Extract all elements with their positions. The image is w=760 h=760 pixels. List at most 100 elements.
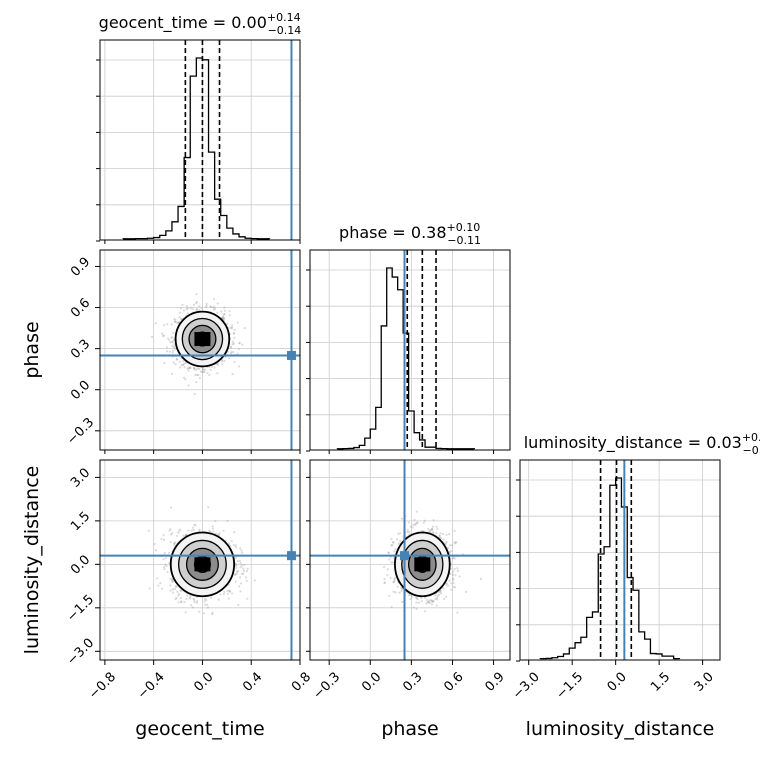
x-tick-label: 0.9 — [483, 670, 508, 695]
sample-point — [234, 546, 238, 549]
sample-point — [180, 600, 183, 603]
sample-point — [435, 525, 438, 528]
sample-point — [397, 532, 400, 535]
title-minus: −0.11 — [447, 234, 481, 247]
sample-point — [411, 526, 414, 529]
sample-point — [428, 529, 431, 532]
sample-point — [180, 318, 183, 321]
sample-point — [185, 597, 188, 600]
sample-point — [231, 340, 234, 343]
title-param: phase — [339, 223, 387, 242]
sample-point — [211, 525, 214, 528]
sample-point — [236, 352, 239, 355]
sample-point — [420, 596, 423, 600]
sample-point — [178, 529, 181, 533]
y-tick-label: 0.3 — [68, 337, 93, 362]
sample-point — [237, 365, 241, 368]
sample-point — [243, 327, 246, 330]
sample-point — [230, 327, 233, 330]
sample-point — [383, 578, 386, 581]
sample-point — [434, 594, 437, 597]
sample-point — [192, 528, 196, 532]
sample-point — [163, 361, 166, 365]
contour-line — [169, 531, 236, 598]
sample-point — [195, 308, 198, 312]
sample-point — [174, 541, 177, 544]
sample-point — [201, 368, 204, 371]
sample-point — [430, 527, 434, 531]
sample-point — [245, 579, 248, 582]
sample-point — [239, 566, 242, 569]
sample-point — [400, 587, 403, 590]
sample-point — [180, 317, 183, 321]
sample-point — [422, 521, 425, 524]
sample-point — [447, 584, 450, 587]
sample-point — [232, 543, 235, 547]
truth-marker — [400, 551, 410, 561]
sample-point — [232, 342, 236, 345]
title-median: 0.38 — [411, 223, 447, 242]
density-plot-area — [100, 460, 300, 660]
title-median: 0.03 — [706, 433, 742, 452]
sample-point — [163, 567, 166, 571]
sample-point — [431, 599, 434, 602]
sample-point — [166, 337, 170, 340]
sample-point — [236, 321, 239, 324]
sample-point — [179, 528, 182, 531]
sample-point — [399, 532, 402, 535]
sample-point — [383, 581, 386, 584]
sample-point — [221, 317, 224, 320]
y-tick-label: 0.0 — [68, 378, 93, 403]
sample-point — [415, 522, 418, 525]
sample-point — [242, 572, 245, 575]
sample-point — [242, 567, 245, 570]
sample-point — [165, 565, 168, 568]
sample-point — [162, 334, 165, 337]
sample-point — [234, 580, 237, 583]
sample-point — [193, 393, 196, 396]
sample-point — [160, 587, 164, 590]
sample-point — [203, 370, 206, 373]
sample-point — [387, 551, 391, 555]
sample-point — [168, 551, 171, 554]
sample-point — [427, 601, 430, 604]
sample-point — [413, 518, 416, 521]
sample-point — [453, 567, 456, 570]
sample-point — [198, 305, 201, 308]
sample-point — [214, 519, 217, 523]
sample-point — [174, 319, 177, 322]
sample-point — [203, 600, 206, 603]
sample-point — [183, 366, 186, 369]
sample-point — [165, 346, 169, 349]
sample-point — [171, 336, 174, 339]
sample-point — [218, 533, 221, 537]
sample-point — [241, 343, 244, 346]
sample-point — [195, 600, 199, 603]
sample-point — [436, 527, 439, 531]
sample-point — [194, 302, 198, 305]
sample-point — [235, 564, 238, 567]
sample-point — [205, 599, 208, 602]
sample-point — [162, 538, 166, 541]
histogram-panel-luminosity_distance: luminosity_distance = 0.03+0.51−0.55 — [516, 431, 760, 662]
sample-point — [178, 592, 181, 596]
sample-point — [388, 594, 391, 597]
sample-point — [409, 525, 412, 528]
sample-point — [206, 606, 210, 609]
sample-point — [181, 363, 185, 367]
density-peak — [194, 332, 211, 347]
sample-point — [392, 580, 395, 583]
sample-point — [172, 591, 175, 594]
sample-point — [203, 603, 207, 606]
sample-point — [185, 308, 188, 311]
sample-point — [185, 304, 188, 308]
sample-point — [171, 340, 174, 343]
sample-point — [186, 312, 189, 315]
sample-point — [173, 320, 176, 323]
panel-frame — [99, 39, 301, 241]
sample-point — [216, 533, 220, 536]
sample-point — [455, 541, 458, 544]
sample-point — [425, 602, 428, 605]
sample-point — [397, 542, 400, 545]
sample-point — [453, 529, 456, 532]
